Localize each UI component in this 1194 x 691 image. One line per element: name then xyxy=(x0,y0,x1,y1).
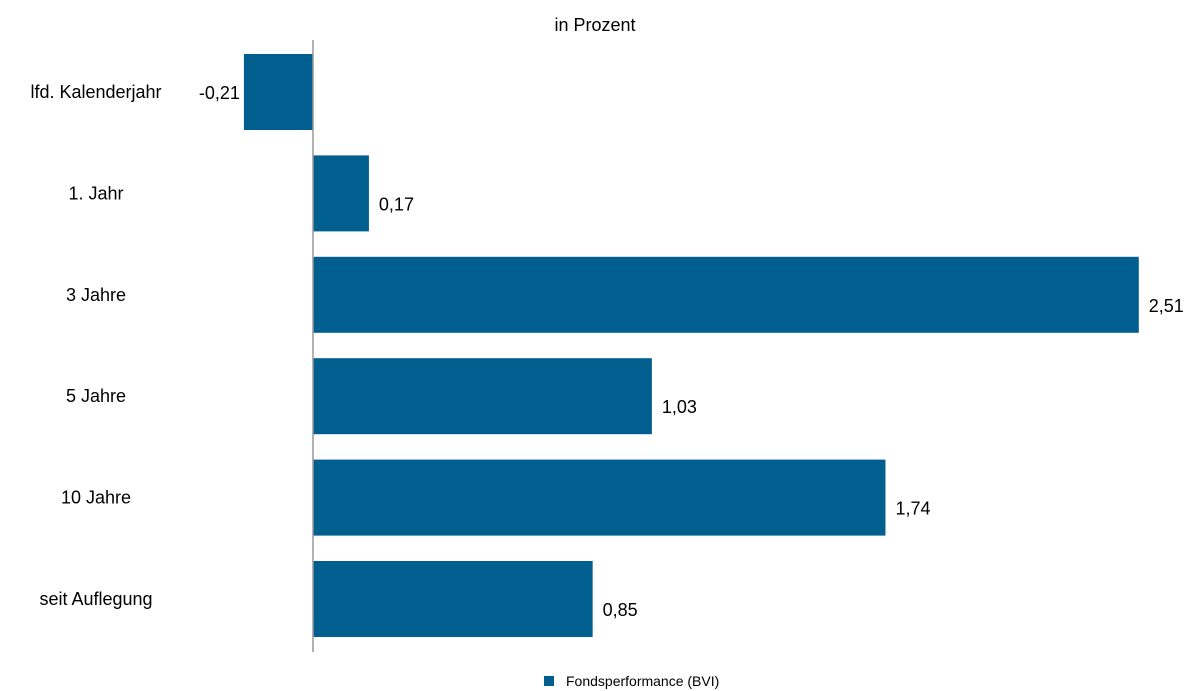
value-label: 0,85 xyxy=(603,600,638,620)
category-label: 3 Jahre xyxy=(66,285,126,305)
bar-2 xyxy=(313,256,1139,333)
bar-3 xyxy=(313,358,652,435)
bar-5 xyxy=(313,561,593,637)
bars-group: lfd. Kalenderjahr -0,21 1. Jahr 0,17 3 Jahre… xyxy=(30,54,1184,637)
bar-4 xyxy=(313,459,886,536)
value-label: 1,74 xyxy=(895,499,930,519)
legend-swatch xyxy=(544,676,554,686)
legend-label: Fondsperformance (BVI) xyxy=(566,673,719,689)
chart-title: in Prozent xyxy=(554,15,635,35)
category-label: 10 Jahre xyxy=(61,488,131,508)
category-label: 5 Jahre xyxy=(66,386,126,406)
bar-0 xyxy=(243,54,313,130)
value-label: -0,21 xyxy=(199,83,240,103)
value-label: 1,03 xyxy=(662,397,697,417)
bar-1 xyxy=(313,155,369,232)
value-label: 2,51 xyxy=(1149,296,1184,316)
legend: Fondsperformance (BVI) xyxy=(544,673,719,689)
category-label: 1. Jahr xyxy=(68,183,123,203)
value-label: 0,17 xyxy=(379,194,414,214)
category-label: lfd. Kalenderjahr xyxy=(30,82,161,102)
category-label: seit Auflegung xyxy=(39,589,152,609)
